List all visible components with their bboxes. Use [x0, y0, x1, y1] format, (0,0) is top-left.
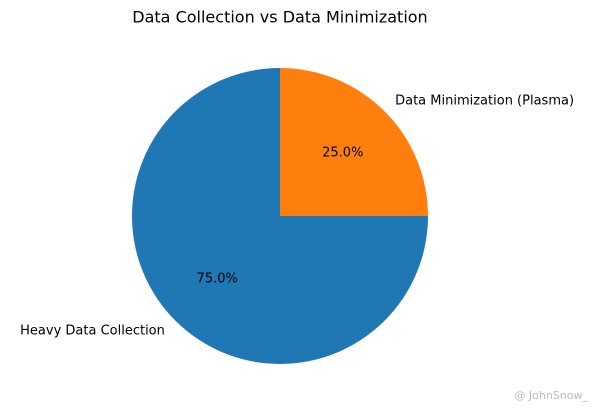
pie-slice	[280, 68, 428, 216]
slice-label: Heavy Data Collection	[20, 324, 165, 339]
value-label: 25.0%	[322, 146, 363, 161]
value-label: 75.0%	[197, 271, 238, 286]
slice-label: Data Minimization (Plasma)	[395, 93, 574, 108]
watermark: @ JohnSnow_	[514, 389, 588, 402]
chart-title: Data Collection vs Data Minimization	[132, 8, 427, 27]
